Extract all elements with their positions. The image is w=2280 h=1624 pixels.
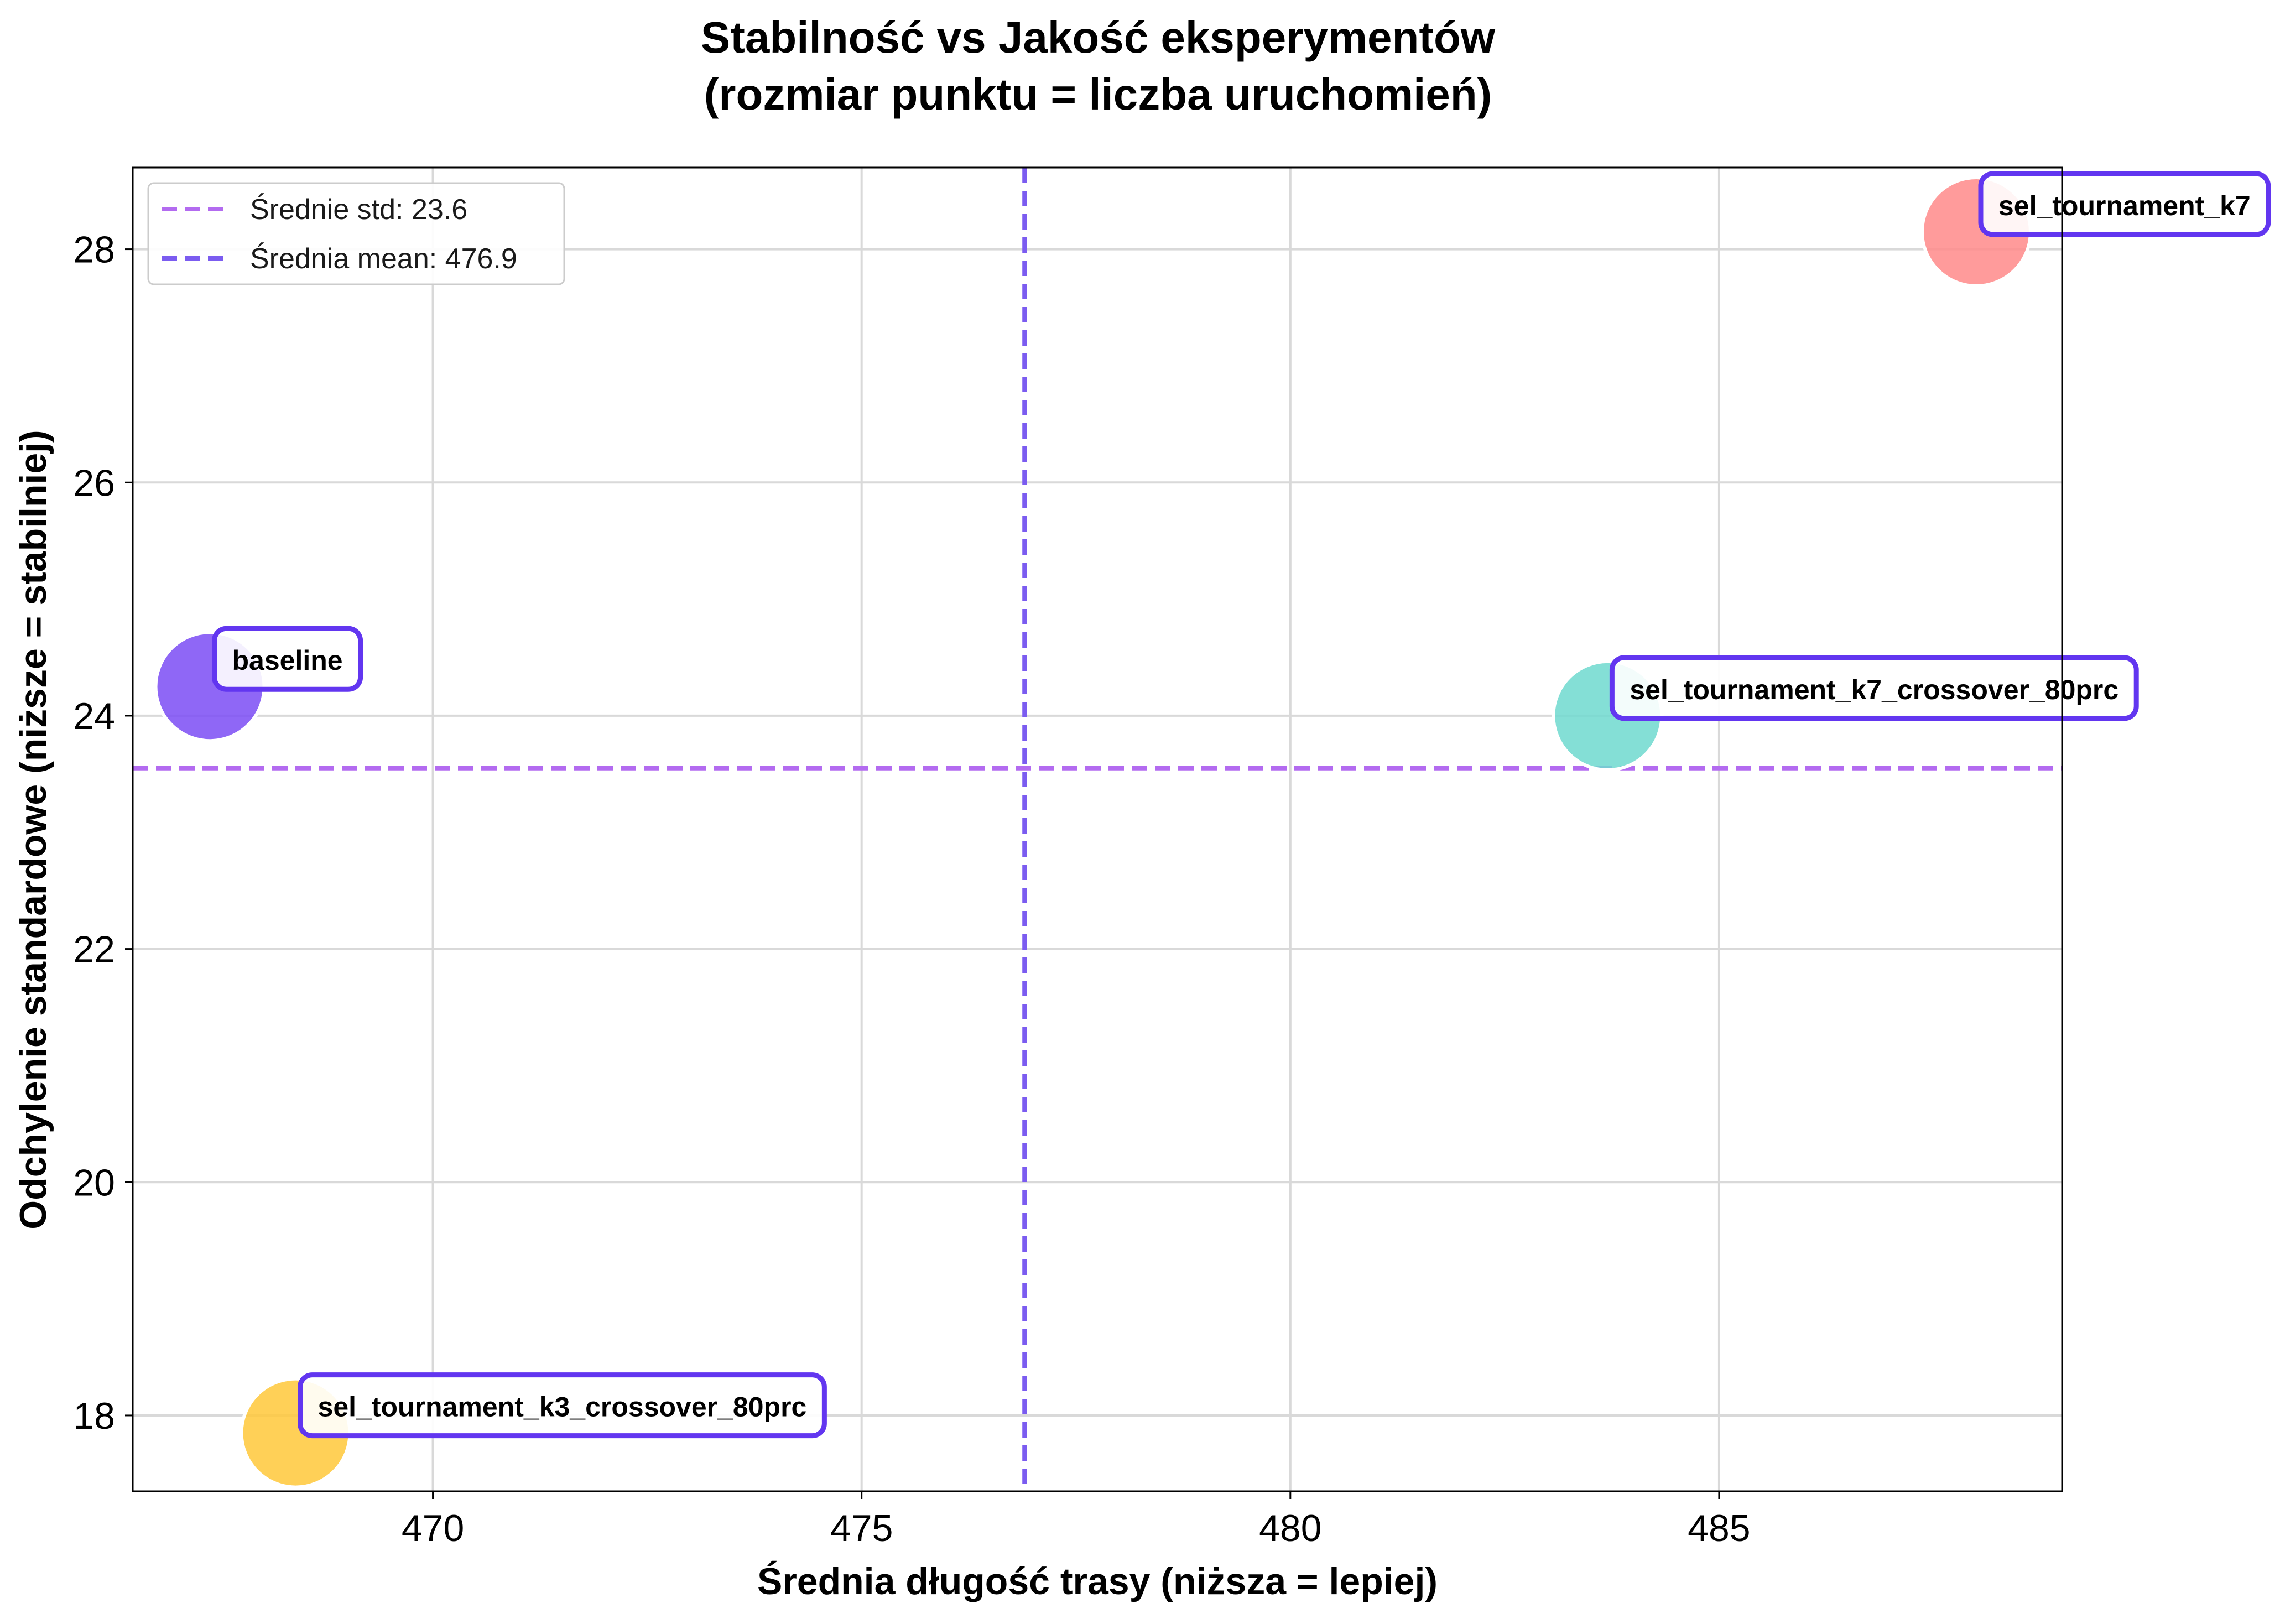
annotation-sel_tournament_k7: sel_tournament_k7 (1978, 171, 2271, 237)
y-tick-label-26: 26 (73, 462, 115, 504)
annotation-box-sel_tournament_k7 (1978, 171, 2271, 237)
y-tick-label-22: 22 (73, 929, 115, 971)
annotation-box-baseline (212, 626, 363, 692)
annotation-sel_tournament_k7_crossover_80prc: sel_tournament_k7_crossover_80prc (1609, 655, 2139, 721)
x-axis-label: Średnia długość trasy (niższa = lepiej) (757, 1560, 1438, 1602)
reference-lines (133, 168, 2062, 1491)
x-tick-label-480: 480 (1259, 1507, 1321, 1549)
y-axis-label: Odchylenie standardowe (niższe = stabiln… (12, 430, 54, 1229)
legend: Średnie std: 23.6 Średnia mean: 476.9 (147, 182, 565, 285)
annotation-baseline: baseline (212, 626, 363, 692)
grid (133, 168, 2062, 1491)
y-tick-label-28: 28 (73, 229, 115, 271)
annotation-box-sel_tournament_k7_crossover_80prc (1609, 655, 2139, 721)
x-tick-label-470: 470 (402, 1507, 464, 1549)
legend-box (147, 182, 565, 285)
annotation-label-sel_tournament_k7_crossover_80prc: sel_tournament_k7_crossover_80prc (1630, 674, 2118, 705)
axis-ticks: 470 475 480 485 18 20 22 24 26 28 (73, 229, 1750, 1549)
data-points (154, 175, 2032, 1489)
annotation-label-sel_tournament_k7: sel_tournament_k7 (1998, 190, 2251, 221)
annotation-label-sel_tournament_k3_crossover_80prc: sel_tournament_k3_crossover_80prc (318, 1392, 807, 1423)
x-tick-label-475: 475 (830, 1507, 893, 1549)
legend-label-mean-std: Średnie std: 23.6 (250, 193, 467, 226)
annotation-sel_tournament_k3_crossover_80prc: sel_tournament_k3_crossover_80prc (298, 1372, 827, 1439)
chart-title-line-1: Stabilność vs Jakość eksperymentów (701, 13, 1496, 62)
chart-title-line-2: (rozmiar punktu = liczba uruchomień) (704, 70, 1492, 119)
legend-label-mean-length: Średnia mean: 476.9 (250, 242, 517, 275)
annotation-box-sel_tournament_k3_crossover_80prc (298, 1372, 827, 1439)
y-tick-label-24: 24 (73, 695, 115, 737)
chart-title: Stabilność vs Jakość eksperymentów (rozm… (701, 13, 1496, 119)
x-tick-label-485: 485 (1688, 1507, 1750, 1549)
y-tick-label-20: 20 (73, 1162, 115, 1204)
y-tick-label-18: 18 (73, 1395, 115, 1437)
point-annotations: baseline sel_tournament_k3_crossover_80pr… (212, 171, 2271, 1439)
plot-area-frame (132, 166, 2063, 1492)
annotation-label-baseline: baseline (232, 645, 343, 676)
